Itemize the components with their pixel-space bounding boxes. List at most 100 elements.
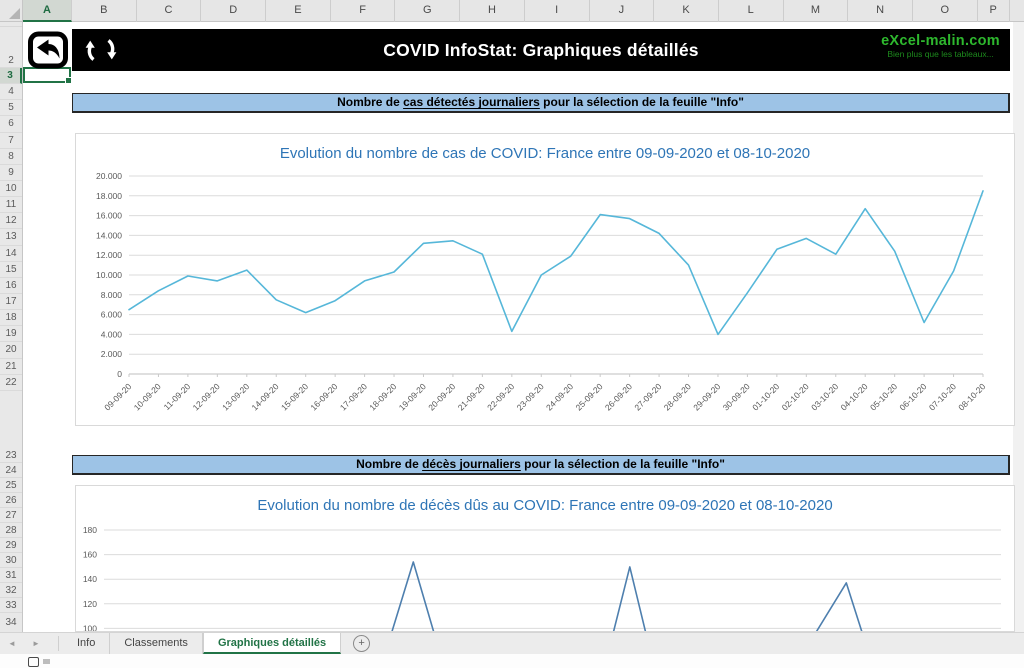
fill-handle[interactable] <box>65 77 72 84</box>
row-header-17[interactable]: 17 <box>0 294 22 311</box>
svg-text:24-09-20: 24-09-20 <box>544 381 575 412</box>
row-header-3[interactable]: 3 <box>0 68 22 85</box>
svg-text:19-09-20: 19-09-20 <box>397 381 428 412</box>
row-header-15[interactable]: 15 <box>0 262 22 278</box>
sheet-tab-bar: ◄ ► Info Classements Graphiques détaillé… <box>0 632 1024 654</box>
row-header-22[interactable]: 22 <box>0 375 22 391</box>
svg-text:10.000: 10.000 <box>96 270 122 280</box>
page-title: COVID InfoStat: Graphiques détaillés <box>383 39 699 60</box>
svg-text:20.000: 20.000 <box>96 171 122 181</box>
column-header-j[interactable]: J <box>590 0 655 22</box>
refresh-button[interactable] <box>84 33 118 67</box>
sheet-tab-classements[interactable]: Classements <box>110 633 203 654</box>
row-header-8[interactable]: 8 <box>0 149 22 165</box>
row-header-5[interactable]: 5 <box>0 100 22 117</box>
cases-chart-plot: 20.000 18.000 16.000 14.000 12.000 10.000 8.00… <box>96 171 988 412</box>
app-header-bar: COVID InfoStat: Graphiques détaillés eXc… <box>72 29 1010 71</box>
row-header-29[interactable]: 29 <box>0 538 22 553</box>
row-header-25[interactable]: 25 <box>0 478 22 493</box>
gridlines <box>104 529 1001 629</box>
svg-text:05-10-20: 05-10-20 <box>868 381 899 412</box>
row-headers: 2 3 4 5 6 7 8 9 10 11 12 13 14 15 16 17 18 19 20 21 22 23 24 25… <box>0 22 23 633</box>
row-header-20[interactable]: 20 <box>0 342 22 359</box>
column-header-b[interactable]: B <box>72 0 137 22</box>
series-line <box>391 561 863 631</box>
column-header-n[interactable]: N <box>848 0 913 22</box>
column-header-k[interactable]: K <box>654 0 719 22</box>
row-header-30[interactable]: 30 <box>0 553 22 568</box>
sheet-tab-info[interactable]: Info <box>63 633 111 654</box>
svg-text:16.000: 16.000 <box>96 211 122 221</box>
row-header-32[interactable]: 32 <box>0 583 22 598</box>
prev-sheet-icon[interactable]: ◄ <box>8 639 16 648</box>
svg-text:6.000: 6.000 <box>101 310 123 320</box>
row-header-4[interactable]: 4 <box>0 84 22 101</box>
column-header-f[interactable]: F <box>331 0 396 22</box>
svg-text:14-09-20: 14-09-20 <box>249 381 280 412</box>
column-header-h[interactable]: H <box>460 0 525 22</box>
deaths-banner-prefix: Nombre de <box>356 457 423 471</box>
svg-text:20-09-20: 20-09-20 <box>426 381 457 412</box>
row-header-10[interactable]: 10 <box>0 181 22 198</box>
row-header-31[interactable]: 31 <box>0 568 22 583</box>
column-header-a[interactable]: A <box>23 0 72 22</box>
row-header-28[interactable]: 28 <box>0 523 22 538</box>
row-header-11[interactable]: 11 <box>0 197 22 214</box>
brand-name: eXcel-malin.com <box>881 33 1000 49</box>
row-header-24[interactable]: 24 <box>0 463 22 478</box>
row-header-13[interactable]: 13 <box>0 229 22 246</box>
sheet-right-margin <box>1013 22 1024 632</box>
select-all-triangle <box>9 8 20 19</box>
deaths-chart-title: Evolution du nombre de décès dûs au COVI… <box>257 497 833 514</box>
column-header-l[interactable]: L <box>719 0 784 22</box>
row-header-26[interactable]: 26 <box>0 493 22 508</box>
column-header-o[interactable]: O <box>913 0 978 22</box>
row-header-23[interactable]: 23 <box>0 391 22 463</box>
sheet-tab-graphiques-detailles[interactable]: Graphiques détaillés <box>202 633 342 654</box>
brand-logo: eXcel-malin.com Bien plus que les tablea… <box>881 33 1000 59</box>
add-sheet-icon[interactable]: + <box>353 635 371 652</box>
row-header-21[interactable]: 21 <box>0 359 22 375</box>
column-header-i[interactable]: I <box>525 0 590 22</box>
row-header-14[interactable]: 14 <box>0 246 22 262</box>
row-header-9[interactable]: 9 <box>0 165 22 181</box>
row-header-27[interactable]: 27 <box>0 508 22 523</box>
svg-text:18-09-20: 18-09-20 <box>367 381 398 412</box>
column-header-g[interactable]: G <box>395 0 461 22</box>
svg-text:140: 140 <box>83 574 97 584</box>
series-line <box>128 190 984 336</box>
row-header-34[interactable]: 34 <box>0 613 22 633</box>
brand-tagline: Bien plus que les tableaux... <box>887 48 994 59</box>
column-header-p[interactable]: P <box>978 0 1010 22</box>
cases-chart-title: Evolution du nombre de cas de COVID: Fra… <box>279 145 811 162</box>
next-sheet-icon[interactable]: ► <box>32 639 40 648</box>
svg-text:30-09-20: 30-09-20 <box>721 381 752 412</box>
row-header-19[interactable]: 19 <box>0 326 22 343</box>
status-bar <box>0 654 1024 668</box>
svg-text:28-09-20: 28-09-20 <box>662 381 693 412</box>
svg-text:08-10-20: 08-10-20 <box>956 381 987 412</box>
svg-text:02-10-20: 02-10-20 <box>780 381 811 412</box>
svg-text:23-09-20: 23-09-20 <box>515 381 546 412</box>
row-header-12[interactable]: 12 <box>0 213 22 230</box>
column-header-c[interactable]: C <box>137 0 202 22</box>
deaths-chart: 180 160 140 120 100 Evolution du nombre de d… <box>75 485 1015 632</box>
column-header-m[interactable]: M <box>784 0 849 22</box>
row-header-7[interactable]: 7 <box>0 133 22 149</box>
select-all-corner[interactable] <box>0 0 23 22</box>
back-button[interactable] <box>27 31 69 69</box>
column-header-e[interactable]: E <box>266 0 331 22</box>
row-header-16[interactable]: 16 <box>0 278 22 294</box>
svg-text:22-09-20: 22-09-20 <box>485 381 516 412</box>
svg-text:14.000: 14.000 <box>96 230 122 240</box>
column-header-d[interactable]: D <box>201 0 267 22</box>
row-header-18[interactable]: 18 <box>0 310 22 327</box>
row-header-2[interactable]: 2 <box>0 27 22 68</box>
row-header-6[interactable]: 6 <box>0 116 22 133</box>
cases-banner: Nombre de cas détectés journaliers pour … <box>72 93 1010 113</box>
selected-cell-a3 <box>23 67 72 84</box>
row-header-33[interactable]: 33 <box>0 598 22 613</box>
status-bar-icon <box>28 657 39 667</box>
svg-text:29-09-20: 29-09-20 <box>691 381 722 412</box>
svg-text:17-09-20: 17-09-20 <box>338 381 369 412</box>
